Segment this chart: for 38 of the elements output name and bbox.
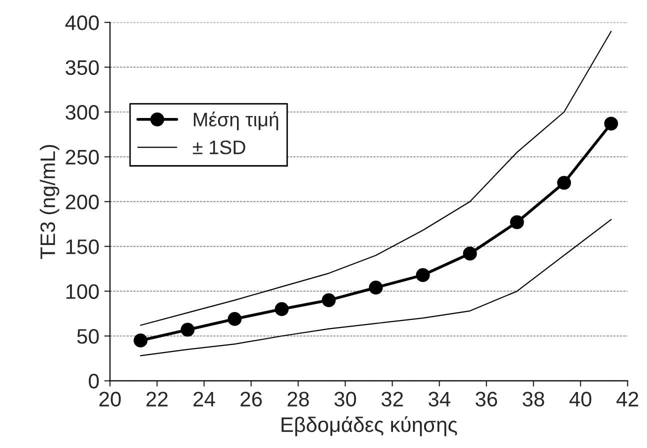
y-tick-label: 350 xyxy=(66,60,99,75)
y-tick-label: 50 xyxy=(77,329,99,344)
point xyxy=(134,334,148,348)
point xyxy=(416,268,430,282)
point xyxy=(368,280,383,295)
point xyxy=(228,312,242,326)
point xyxy=(180,322,195,337)
y-tick-label: 100 xyxy=(66,284,99,299)
y-axis-title: TE3 (ng/mL) xyxy=(40,145,60,260)
x-tick-label: 28 xyxy=(288,392,309,407)
x-tick-label: 24 xyxy=(194,392,216,406)
point xyxy=(510,215,524,230)
y-tick-label: 250 xyxy=(66,150,99,165)
y-tick-label: 200 xyxy=(66,194,99,210)
x-axis-title: Εβδομάδες κύησης xyxy=(282,416,458,436)
x-tick-label: 40 xyxy=(569,392,592,407)
y-tick-label: 300 xyxy=(66,105,99,120)
x-tick-label: 42 xyxy=(616,392,638,406)
x-tick-label: 32 xyxy=(382,392,403,407)
point xyxy=(604,116,618,131)
x-tick-label: 38 xyxy=(522,392,544,407)
point xyxy=(463,246,477,261)
x-tick-label: 36 xyxy=(476,392,498,407)
point xyxy=(557,176,572,190)
point xyxy=(322,293,336,308)
x-tick-label: 34 xyxy=(428,392,450,407)
x-tick-label: 22 xyxy=(146,392,168,406)
point xyxy=(274,302,289,316)
y-tick-label: 150 xyxy=(66,239,99,254)
x-tick-label: 30 xyxy=(334,392,356,407)
legend-label: Μέση τιμή xyxy=(194,112,278,130)
y-tick-label: 0 xyxy=(88,374,99,389)
x-tick-label: 20 xyxy=(99,392,121,407)
legend-label: ± 1SD xyxy=(192,140,246,154)
y-tick-label: 400 xyxy=(65,15,99,30)
x-tick-label: 26 xyxy=(240,392,262,407)
line-series xyxy=(140,218,612,356)
line-series xyxy=(140,30,612,326)
